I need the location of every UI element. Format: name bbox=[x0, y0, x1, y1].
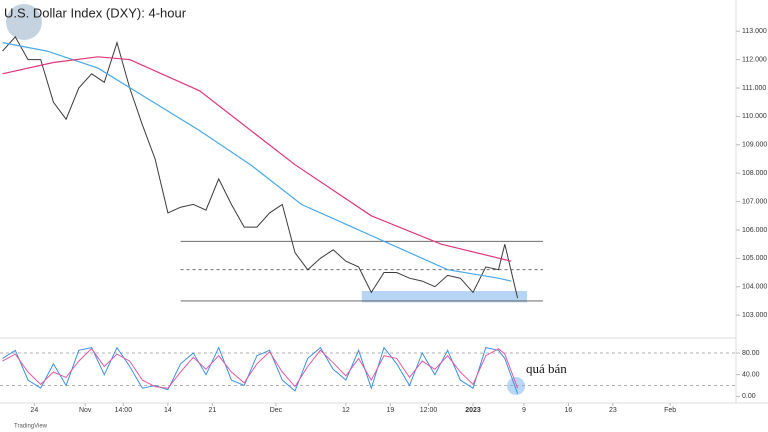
y-tick-label: 104.000 bbox=[742, 284, 767, 291]
y-tick-label: 0.00 bbox=[742, 393, 756, 400]
x-tick-label: 24 bbox=[30, 407, 38, 414]
x-tick-label: Nov bbox=[79, 407, 92, 414]
y-tick-label: 105.000 bbox=[742, 255, 767, 262]
highlight bbox=[507, 377, 525, 395]
y-tick-label: 109.000 bbox=[742, 142, 767, 149]
x-tick-label: Feb bbox=[664, 407, 676, 414]
x-tick-label: 21 bbox=[208, 407, 216, 414]
y-tick-label: 103.000 bbox=[742, 312, 767, 319]
x-tick-label: 12:00 bbox=[420, 407, 438, 414]
x-tick-label: 12 bbox=[342, 407, 350, 414]
x-tick-label: 9 bbox=[522, 407, 526, 414]
stochastic-line bbox=[2, 346, 519, 394]
x-tick-label: Dec bbox=[270, 407, 283, 414]
y-tick-label: 40.00 bbox=[742, 372, 760, 379]
y-tick-label: 110.000 bbox=[742, 113, 767, 120]
y-tick-label: 107.000 bbox=[742, 198, 767, 205]
support-zone bbox=[361, 290, 528, 303]
y-tick-label: 106.000 bbox=[742, 227, 767, 234]
stochastic-line bbox=[2, 347, 519, 389]
logo bbox=[6, 4, 42, 40]
y-tick-label: 111.000 bbox=[742, 85, 766, 92]
chart-title: U.S. Dollar Index (DXY): 4-hour bbox=[4, 5, 187, 20]
moving-average bbox=[2, 56, 512, 262]
x-tick-label: 2023 bbox=[465, 407, 481, 414]
source: TradingView bbox=[14, 424, 48, 430]
x-tick-label: 14:00 bbox=[115, 407, 133, 414]
x-tick-label: 23 bbox=[609, 407, 617, 414]
x-tick-label: 16 bbox=[565, 407, 573, 414]
price-line bbox=[2, 36, 519, 299]
x-tick-label: 14 bbox=[164, 407, 172, 414]
annotation: quá bán bbox=[526, 361, 567, 376]
moving-average bbox=[2, 42, 512, 282]
y-tick-label: 113.000 bbox=[742, 28, 767, 35]
y-tick-label: 112.000 bbox=[742, 56, 767, 63]
y-tick-label: 108.000 bbox=[742, 170, 767, 177]
x-tick-label: 19 bbox=[386, 407, 394, 414]
y-tick-label: 80.00 bbox=[742, 350, 760, 357]
